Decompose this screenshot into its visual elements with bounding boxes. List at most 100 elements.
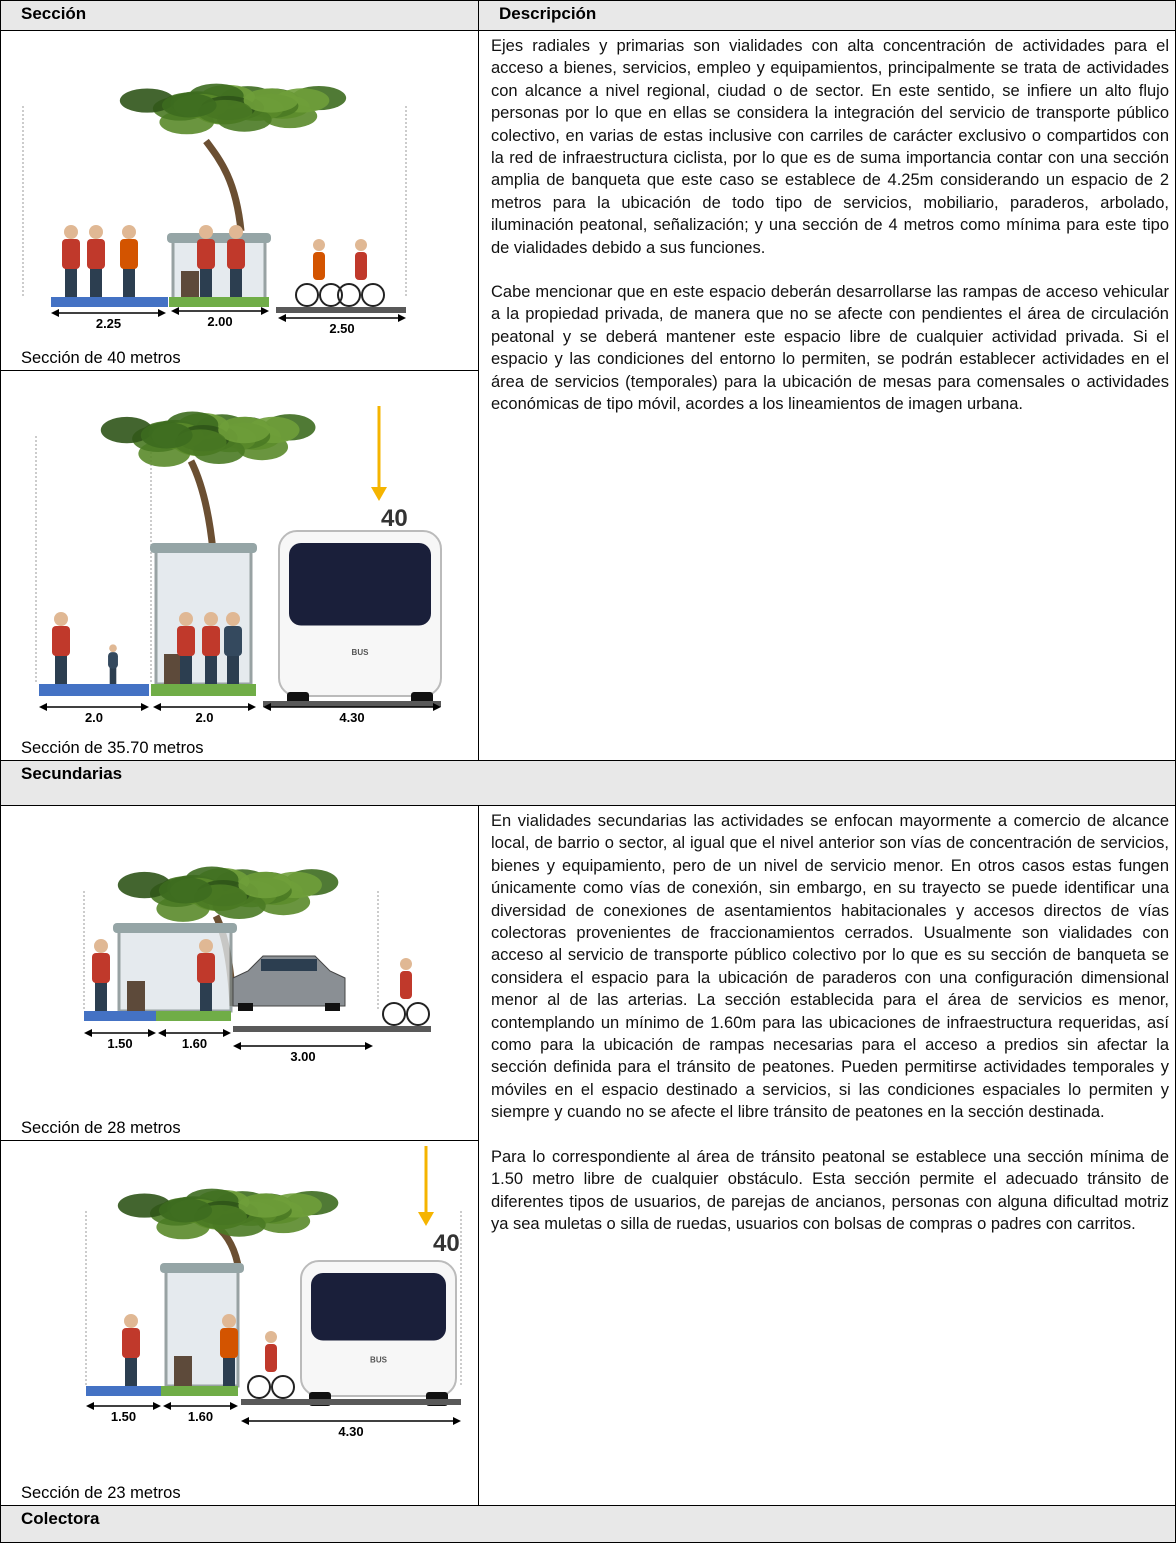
dimension-label-bg [102, 1035, 138, 1051]
group-row: Secundarias [0, 760, 1176, 806]
person-head [222, 1314, 236, 1328]
person-legs [227, 654, 239, 684]
dimension-label: 3.00 [290, 1049, 315, 1064]
cyclist-head [400, 958, 412, 970]
header: Sección [21, 4, 87, 23]
figure-cell: 1.50 1.60 3.00 Sección de 28 metros [0, 805, 479, 1141]
group-label: Secundarias [21, 764, 123, 783]
tree-foliage [238, 871, 292, 899]
person-body [62, 239, 80, 269]
person-head [64, 225, 78, 239]
section-band [161, 1386, 238, 1396]
shelter-roof [160, 1263, 244, 1273]
person-legs [230, 267, 242, 297]
cyclist-head [355, 239, 367, 251]
bike-wheel [319, 283, 343, 307]
person-legs [65, 267, 77, 297]
header-cell: Sección [0, 0, 479, 31]
person-legs [205, 654, 217, 684]
person-body [177, 626, 195, 656]
section-band [263, 701, 441, 707]
figure-caption: Sección de 23 metros [21, 1484, 181, 1502]
person-head [229, 225, 243, 239]
tree-foliage [161, 93, 217, 118]
tree-foliage [140, 422, 193, 449]
bus-label: BUS [352, 648, 370, 657]
person-legs [109, 667, 117, 684]
section-band [233, 1026, 431, 1032]
person-legs [125, 1356, 137, 1386]
cyclist [355, 252, 367, 280]
bike-wheel [295, 283, 319, 307]
shelter-roof [150, 543, 257, 553]
section-illustration: BUS 40 1.50 1.60 4.30 [85, 1146, 462, 1439]
tree-foliage [100, 416, 153, 444]
section-illustration: 1.50 1.60 3.00 [83, 866, 431, 1064]
person-head [204, 612, 218, 626]
section-band [86, 1386, 161, 1396]
person-body [224, 626, 242, 656]
person-head [124, 1314, 138, 1328]
bus-label: BUS [370, 1355, 388, 1364]
dimension-label: 2.0 [85, 710, 103, 725]
person-body [108, 652, 118, 669]
car-windshield [261, 959, 317, 971]
person-legs [200, 981, 212, 1011]
dimension-arrowhead [86, 1402, 161, 1410]
section-band [151, 684, 256, 696]
section-illustration: BUS 40 2.0 2.0 4.30 [35, 406, 442, 725]
person-body [92, 953, 110, 983]
dimension-label-bg [333, 1423, 369, 1439]
dimension-label-bg [186, 709, 223, 725]
figure-caption: Sección de 40 metros [21, 349, 181, 367]
figure-caption: Sección de 35.70 metros [21, 739, 204, 757]
bike-wheel [247, 1375, 271, 1399]
car-wheel [325, 1003, 340, 1011]
section-band [156, 1011, 231, 1021]
header-cell: Descripción [478, 0, 1176, 31]
dimension-label: 1.50 [107, 1036, 132, 1051]
bus-windshield [289, 543, 431, 626]
cyclist-head [313, 239, 325, 251]
section-band [39, 684, 149, 696]
person-head [122, 225, 136, 239]
dimension-arrowhead [163, 1402, 238, 1410]
person-body [227, 239, 245, 269]
person-body [52, 626, 70, 656]
person-head [89, 225, 103, 239]
dimension-label-bg [105, 1408, 142, 1424]
dimension-label-bg [202, 313, 238, 329]
dimension-label-bg [176, 1035, 213, 1051]
person-legs [200, 267, 212, 297]
bike-wheel [406, 1002, 430, 1026]
figure-cell: 2.25 2.00 2.50 Sección de 40 metros [0, 30, 479, 371]
trash-bin [164, 654, 182, 684]
bike-wheel [382, 1002, 406, 1026]
tree-trunk [203, 138, 245, 232]
cyclist [313, 252, 325, 280]
dimension-label-bg [90, 315, 127, 331]
bus-windshield [311, 1273, 446, 1341]
cyclist-head [265, 1331, 277, 1343]
person-head [94, 939, 108, 953]
dimension-label: 1.60 [188, 1409, 213, 1424]
group-label: Colectora [21, 1509, 100, 1528]
tree-foliage [119, 88, 175, 113]
person-head [226, 612, 240, 626]
section-band [276, 307, 406, 313]
person-legs [95, 981, 107, 1011]
shelter-roof [113, 923, 237, 933]
trash-bin [127, 981, 145, 1011]
person-body [197, 239, 215, 269]
dimension-label: 2.25 [96, 316, 121, 331]
dimension-label-bg [285, 1048, 321, 1064]
dimension-arrowhead [84, 1029, 156, 1037]
dimension-arrowhead [158, 1029, 231, 1037]
person-head [54, 612, 68, 626]
description-paragraph: Cabe mencionar que en este espacio deber… [491, 283, 1169, 414]
tree-foliage [158, 1198, 213, 1223]
dimension-label: 2.0 [195, 710, 213, 725]
dimension-label: 2.00 [207, 314, 232, 329]
dimension-label-bg [76, 709, 112, 725]
